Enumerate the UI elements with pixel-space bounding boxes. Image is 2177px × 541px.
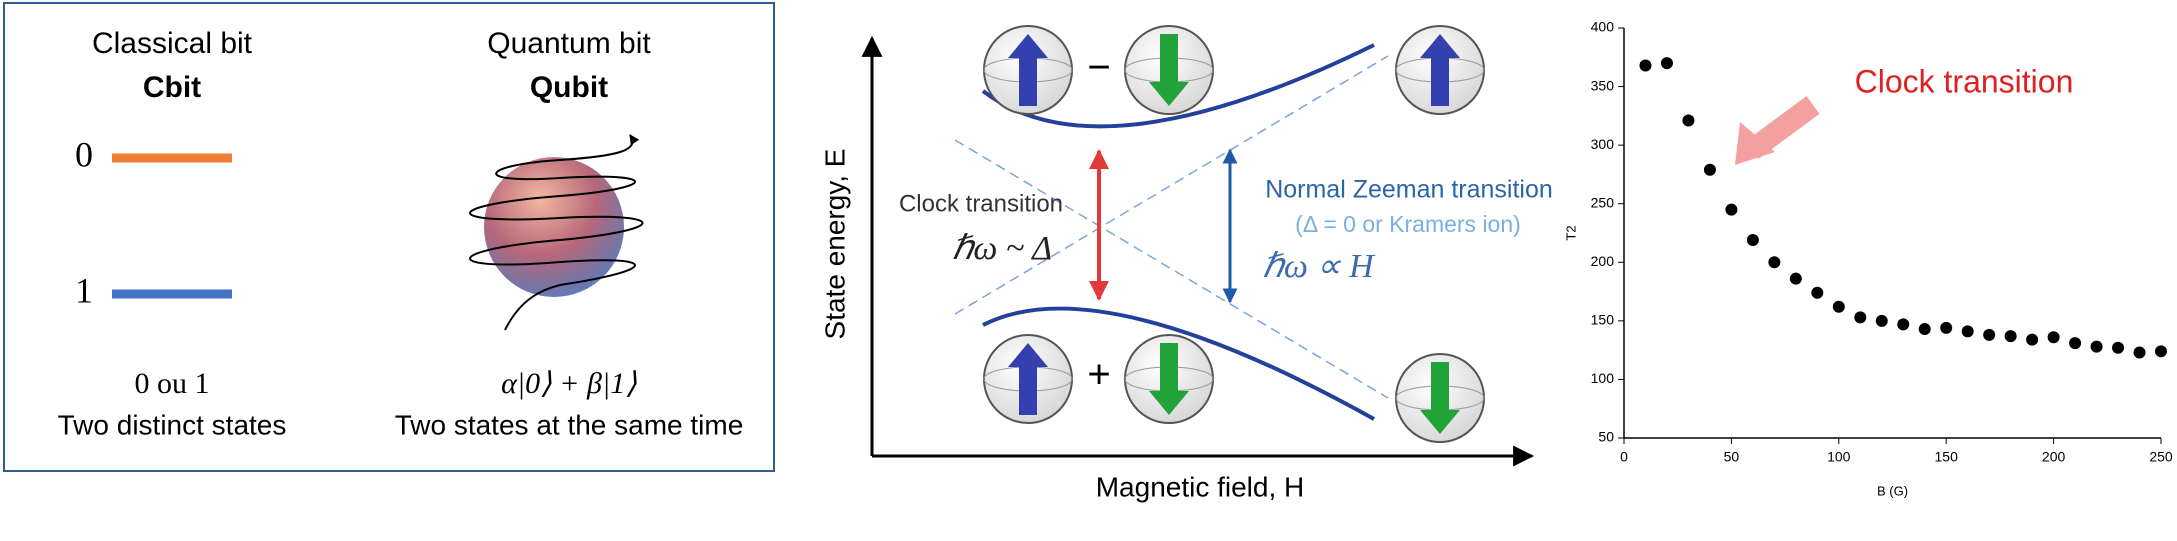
spin-icon xyxy=(1124,25,1214,115)
y-tick-label: 50 xyxy=(1598,429,1614,445)
point xyxy=(2004,330,2017,343)
quantum-caption: Two states at the same time xyxy=(395,409,744,440)
y-tick-label: 400 xyxy=(1591,19,1615,35)
quantum-states: α|0⟩ + β|1⟩ xyxy=(501,367,637,400)
point xyxy=(1897,318,1910,331)
spin-arrow xyxy=(1420,34,1460,106)
y-tick-label: 300 xyxy=(1591,136,1615,152)
zeeman-label: Normal Zeeman transition xyxy=(1265,176,1553,204)
point xyxy=(1983,328,1996,341)
point xyxy=(1660,57,1673,70)
x-tick-label: 250 xyxy=(2149,449,2173,465)
point xyxy=(2155,345,2167,358)
point xyxy=(1703,163,1716,176)
point xyxy=(1639,59,1652,72)
dashed-asymptotes xyxy=(954,55,1389,399)
point xyxy=(1854,311,1867,324)
x-axis-label: Magnetic field, H xyxy=(1096,471,1305,502)
point xyxy=(1961,325,1974,338)
level-label: 1 xyxy=(75,270,93,310)
point xyxy=(2112,341,2125,354)
y-tick-label: 200 xyxy=(1591,253,1615,269)
x-tick-label: 150 xyxy=(1935,449,1959,465)
point xyxy=(1746,234,1759,247)
y-tick-label: 150 xyxy=(1591,312,1615,328)
classical-caption: Two distinct states xyxy=(58,409,287,440)
clock-formula: ℏω ~ Δ xyxy=(952,230,1052,267)
spin-icons xyxy=(983,25,1485,443)
point xyxy=(1875,314,1888,327)
point xyxy=(2069,337,2082,350)
zeeman-formula: ℏω ∝ H xyxy=(1262,248,1376,285)
point xyxy=(1682,114,1695,127)
x-tick-label: 200 xyxy=(2042,449,2066,465)
annotation: Clock transition xyxy=(1855,63,2074,99)
y-tick-label: 250 xyxy=(1591,194,1615,210)
spin-arrow xyxy=(1008,34,1048,106)
panel-frame xyxy=(3,2,775,472)
point xyxy=(1725,203,1738,216)
spin-arrow xyxy=(1008,343,1048,415)
t2-chart: 50 100 150 200 250 300 350 400 0 50 100 150 200 250 B … xyxy=(1563,19,2172,499)
quantum-short: Qubit xyxy=(530,71,608,104)
spin-arrow xyxy=(1149,343,1189,415)
spin-icon xyxy=(1395,25,1485,115)
qubit-sphere xyxy=(469,134,644,331)
y-tick-label: 100 xyxy=(1591,370,1615,386)
spin-arrow xyxy=(1149,34,1189,106)
spin-arrow xyxy=(1420,362,1460,434)
y-axis-label: T2 xyxy=(1563,225,1578,240)
energy-axes xyxy=(861,35,1535,467)
spin-icon xyxy=(983,334,1073,424)
classical-title: Classical bit xyxy=(92,27,253,60)
y-axis-label: State energy, E xyxy=(819,149,850,340)
point xyxy=(2090,340,2103,353)
point xyxy=(1940,321,1953,334)
upper-sign: − xyxy=(1087,46,1110,90)
point xyxy=(1811,286,1824,299)
x-tick-label: 0 xyxy=(1620,449,1628,465)
point xyxy=(2026,333,2039,346)
point xyxy=(2047,331,2060,344)
clock-label: Clock transition xyxy=(899,190,1063,217)
point xyxy=(2133,346,2146,359)
point xyxy=(1789,272,1802,285)
point xyxy=(1918,323,1931,336)
x-axis-label: B (G) xyxy=(1877,483,1908,498)
spin-icon xyxy=(1124,334,1214,424)
classical-short: Cbit xyxy=(143,71,201,104)
quantum-title: Quantum bit xyxy=(487,27,651,60)
x-tick-label: 50 xyxy=(1724,449,1740,465)
spin-icon xyxy=(983,25,1073,115)
annotation-arrowhead xyxy=(1735,122,1775,165)
lower-sign: + xyxy=(1087,353,1110,397)
x-tick-label: 100 xyxy=(1827,449,1851,465)
lower-level xyxy=(982,306,1375,421)
classical-states: 0 ou 1 xyxy=(135,367,210,400)
spin-icon xyxy=(1395,353,1485,443)
point xyxy=(1768,256,1781,269)
zeeman-note: (Δ = 0 or Kramers ion) xyxy=(1295,211,1521,237)
point xyxy=(1832,300,1845,313)
y-tick-label: 350 xyxy=(1591,77,1615,93)
level-label: 0 xyxy=(75,134,93,174)
